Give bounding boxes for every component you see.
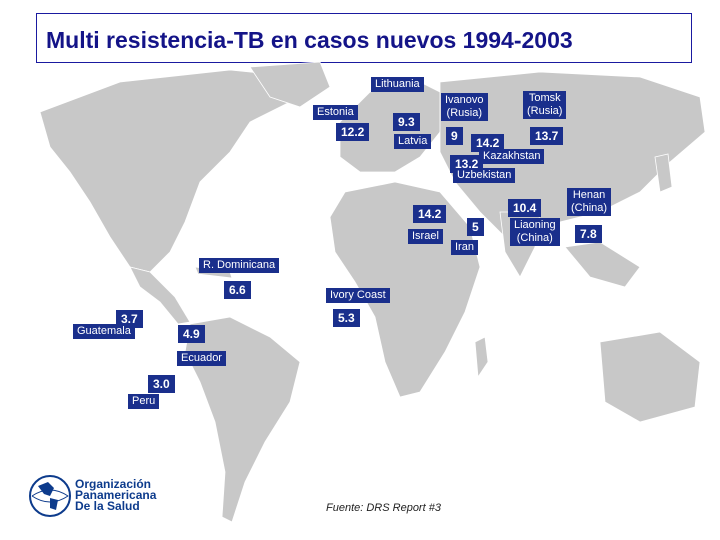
ivanovo-value: 9 xyxy=(446,127,463,145)
japan xyxy=(654,153,673,193)
north-america xyxy=(39,69,301,273)
page-title: Multi resistencia-TB en casos nuevos 199… xyxy=(46,27,573,53)
organization-logo-text: Organización Panamericana De la Salud xyxy=(75,477,157,513)
logo-line-2: Panamericana xyxy=(75,488,157,502)
lithuania-label: Lithuania xyxy=(371,77,424,92)
guatemala-value: 3.7 xyxy=(116,310,143,328)
latvia-label: Latvia xyxy=(394,134,432,149)
israel-label: Israel xyxy=(408,229,443,244)
kazakhstan-label: Kazakhstan xyxy=(479,149,545,164)
central-america xyxy=(129,266,191,325)
source-caption: Fuente: DRS Report #3 xyxy=(326,502,441,514)
guatemala-label: Guatemala xyxy=(73,324,135,339)
ivory-coast-value: 5.3 xyxy=(333,309,360,327)
henan-label: Henan (China) xyxy=(567,188,612,216)
title-frame xyxy=(36,13,692,63)
globe-logo-icon xyxy=(29,475,71,517)
estonia-value: 12.2 xyxy=(336,123,370,141)
southeast-asia xyxy=(564,241,641,288)
iran-value: 5 xyxy=(467,218,484,236)
greenland xyxy=(249,62,331,108)
estonia-label: Estonia xyxy=(313,105,358,120)
madagascar xyxy=(474,336,489,379)
dominicana-label: R. Dominicana xyxy=(199,258,280,273)
iran-label: Iran xyxy=(451,240,478,255)
uzbekistan-label: Uzbekistan xyxy=(453,168,516,183)
peru-label: Peru xyxy=(128,394,160,409)
logo-line-1: Organización xyxy=(75,477,152,491)
liaoning-label: Liaoning (China) xyxy=(510,218,560,246)
australia xyxy=(599,331,701,423)
kazakhstan-value: 14.2 xyxy=(471,134,505,152)
liaoning-value: 7.8 xyxy=(575,225,602,243)
logo-line-3: De la Salud xyxy=(75,499,140,513)
tomsk-label: Tomsk (Rusia) xyxy=(523,91,567,119)
ecuador-value: 4.9 xyxy=(178,325,205,343)
latvia-value: 9.3 xyxy=(393,113,420,131)
tomsk-value: 13.7 xyxy=(530,127,564,145)
peru-value: 3.0 xyxy=(148,375,175,393)
south-america xyxy=(184,316,301,523)
israel-value: 14.2 xyxy=(413,205,447,223)
ecuador-label: Ecuador xyxy=(177,351,226,366)
henan-value: 10.4 xyxy=(508,199,542,217)
dominicana-value: 6.6 xyxy=(224,281,251,299)
ivory-coast-label: Ivory Coast xyxy=(326,288,390,303)
ivanovo-label: Ivanovo (Rusia) xyxy=(441,93,488,121)
